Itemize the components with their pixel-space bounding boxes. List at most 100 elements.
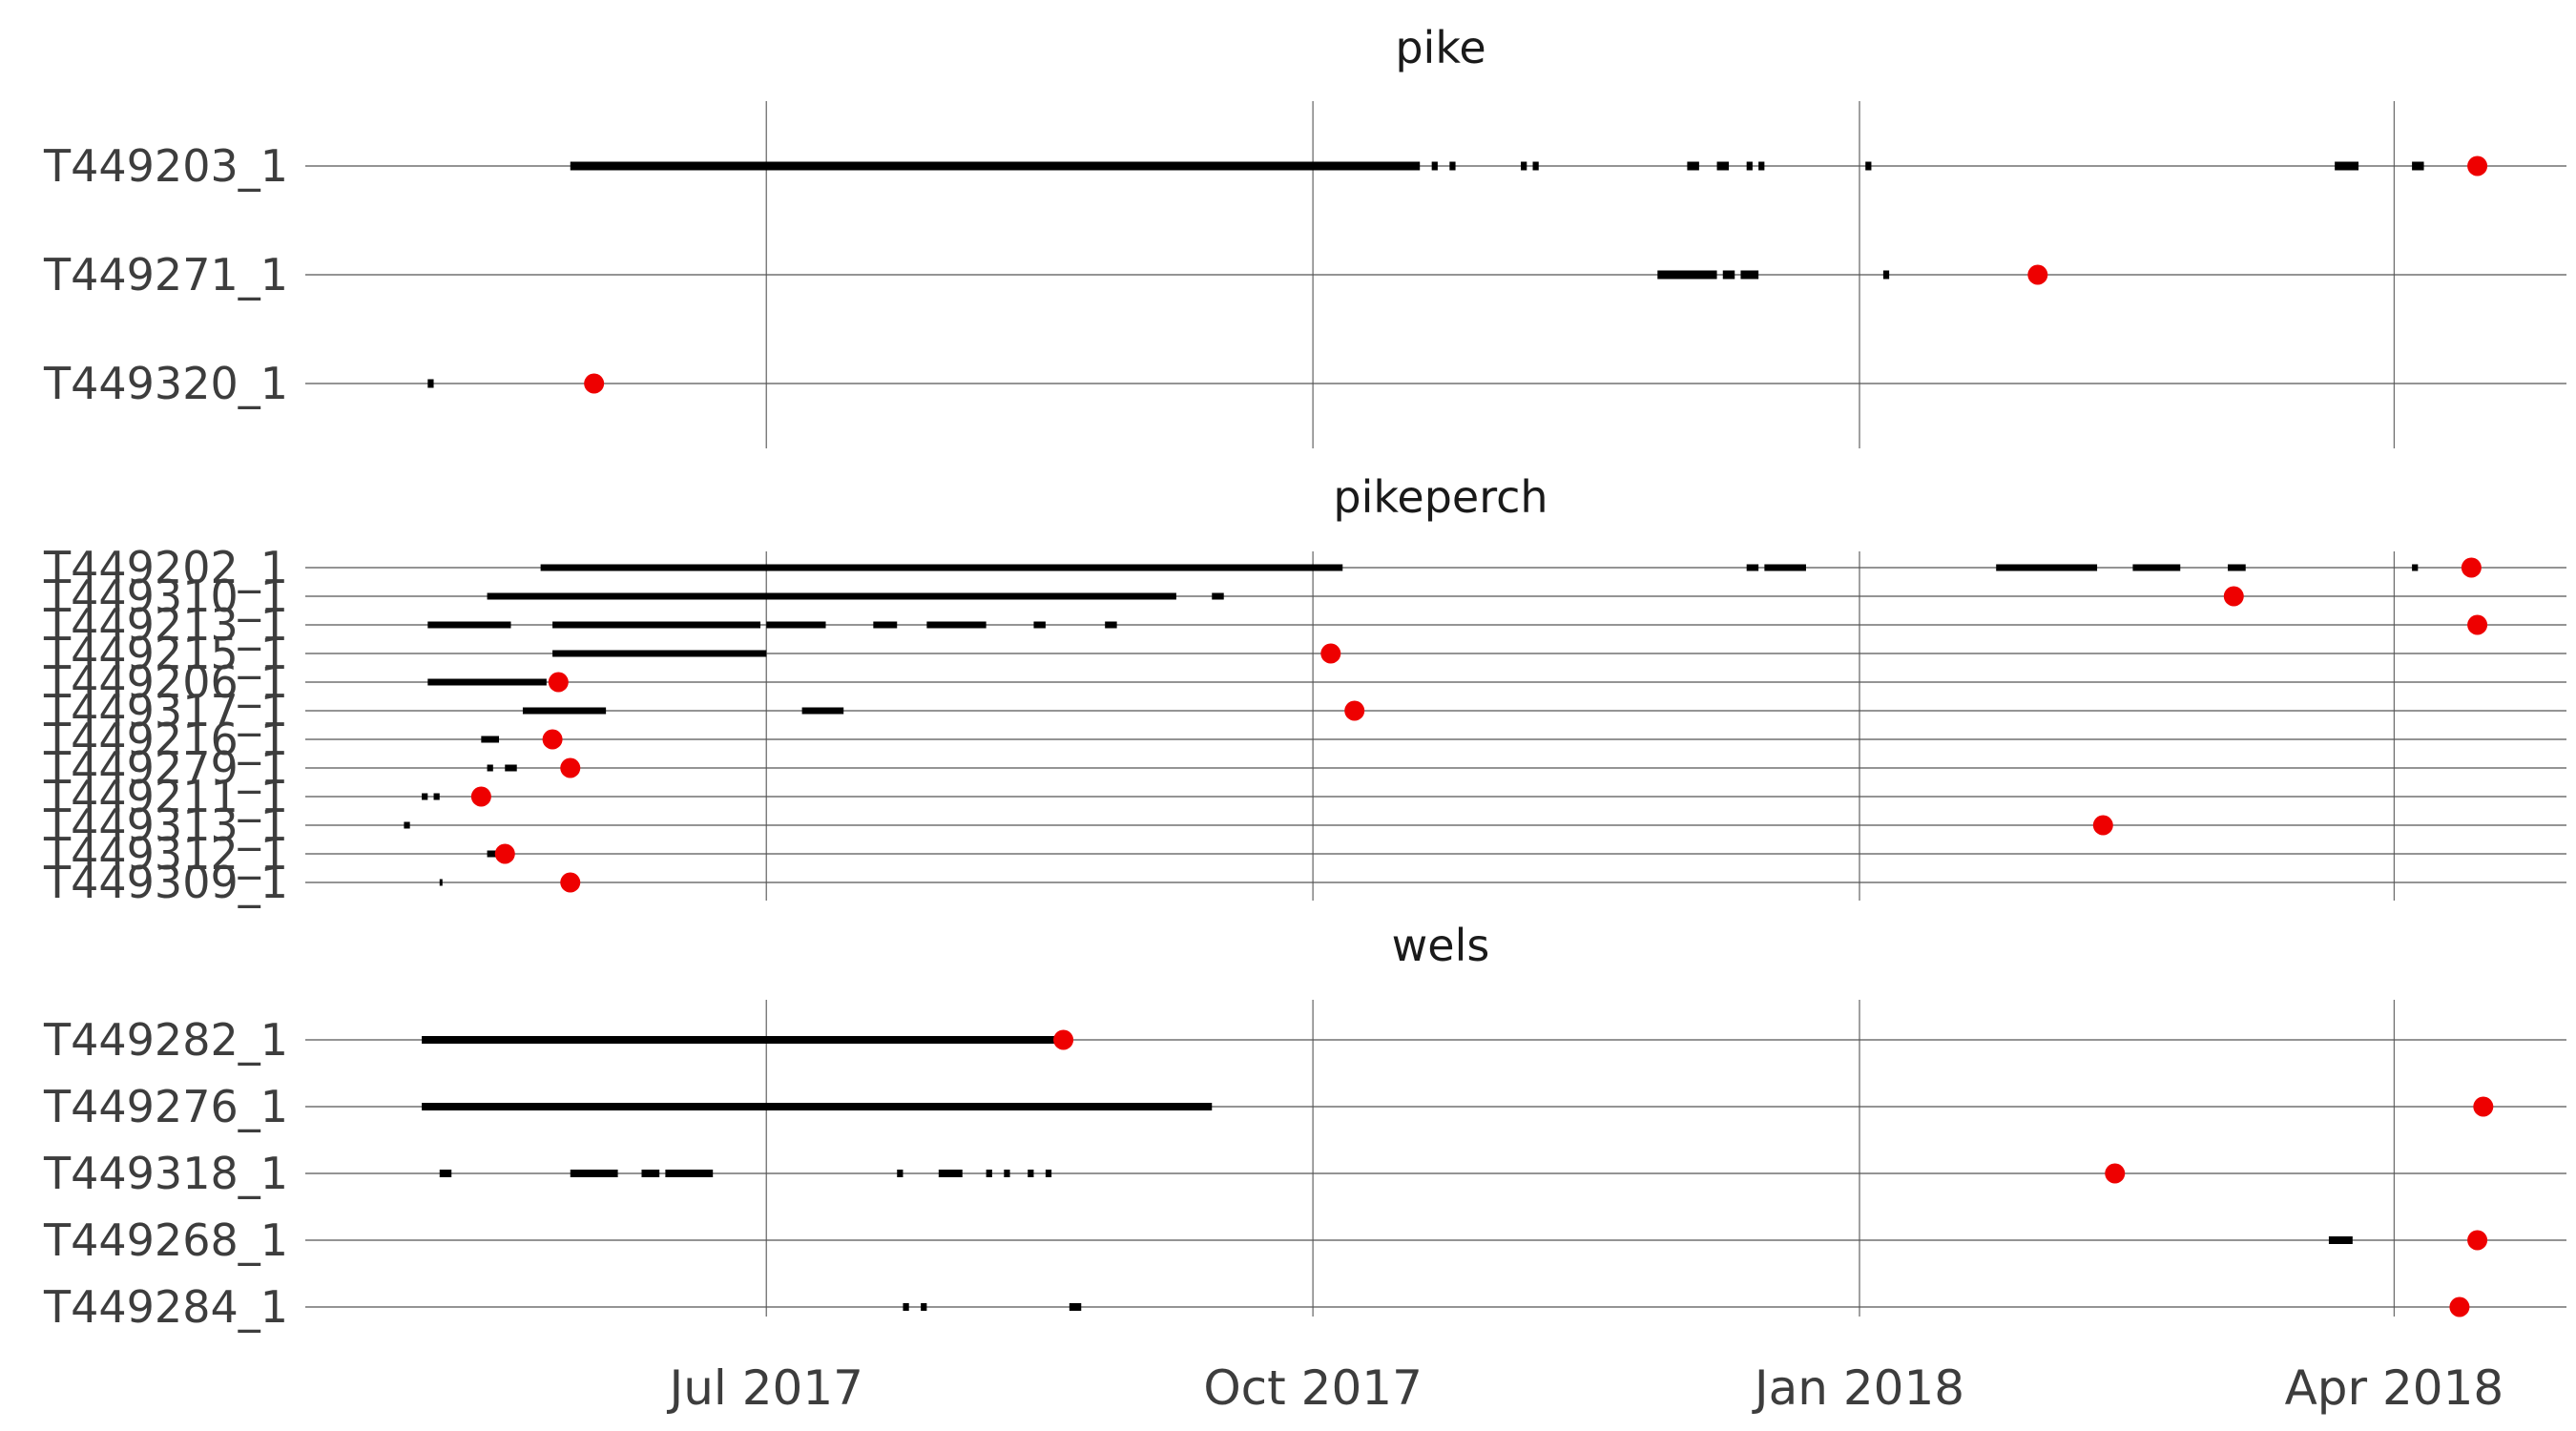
row-label: T449202_1 <box>43 542 288 593</box>
detection-segment <box>487 592 1176 600</box>
detection-segment <box>487 764 493 772</box>
x-tick-label: Jan 2018 <box>1752 1360 1964 1416</box>
detection-segment <box>481 736 500 743</box>
detection-segment <box>1764 564 1806 571</box>
row-label: T449203_1 <box>43 140 288 192</box>
row-label: T449318_1 <box>43 1148 288 1199</box>
detection-segment <box>540 564 1343 571</box>
detection-segment <box>439 879 443 886</box>
detection-segment <box>427 678 547 686</box>
row-label: T449320_1 <box>43 358 288 409</box>
detection-segment <box>404 821 410 829</box>
detection-segment <box>986 1170 992 1177</box>
row-T449216_1: T449216_1 <box>43 714 2566 765</box>
row-label: T449279_1 <box>43 742 288 794</box>
detection-segment <box>2328 1236 2353 1244</box>
detection-segment <box>570 1170 618 1177</box>
row-label: T449312_1 <box>43 828 288 880</box>
row-T449282_1: T449282_1 <box>43 1014 2566 1066</box>
panel-pikeperch: pikeperchT449202_1T449310_1T449213_1T449… <box>43 471 2566 908</box>
end-marker <box>494 843 515 864</box>
detection-segment <box>2228 564 2246 571</box>
row-label: T449309_1 <box>43 857 288 908</box>
row-label: T449211_1 <box>43 771 288 822</box>
row-label: T449310_1 <box>43 570 288 622</box>
detection-segment <box>570 161 1421 171</box>
detection-segment <box>1657 270 1717 280</box>
detection-segment <box>1865 161 1872 171</box>
end-marker <box>560 757 581 778</box>
panel-title: wels <box>1392 920 1490 971</box>
detection-segment <box>1004 1170 1010 1177</box>
detection-segment <box>1758 161 1765 171</box>
row-T449213_1: T449213_1 <box>43 599 2566 651</box>
end-marker <box>2092 815 2113 836</box>
row-label: T449206_1 <box>43 656 288 708</box>
detection-segment <box>422 1103 1213 1110</box>
detection-segment <box>1996 564 2098 571</box>
detection-segment <box>2412 161 2424 171</box>
detection-segment <box>2412 564 2419 571</box>
row-T449203_1: T449203_1 <box>43 140 2566 192</box>
end-marker <box>2467 614 2488 635</box>
detection-segment <box>641 1170 660 1177</box>
end-marker <box>1320 643 1341 664</box>
detection-segment <box>1212 592 1224 600</box>
panel-title: pike <box>1395 22 1485 73</box>
row-T449310_1: T449310_1 <box>43 570 2566 622</box>
end-marker <box>584 373 605 394</box>
end-marker <box>548 672 569 693</box>
detection-segment <box>1716 161 1730 171</box>
detection-segment <box>433 793 440 800</box>
detection-segment <box>522 707 607 715</box>
panel-wels: wels T449282_1 T449276_1 T449318_1 T449268_1… <box>43 920 2566 1333</box>
row-T449206_1: T449206_1 <box>43 656 2566 708</box>
row-label: T449284_1 <box>43 1281 288 1333</box>
detection-segment <box>422 793 428 800</box>
panel-title: pikeperch <box>1333 471 1548 523</box>
row-label: T449215_1 <box>43 628 288 679</box>
row-T449313_1: T449313_1 <box>43 799 2566 851</box>
detection-segment <box>1449 161 1456 171</box>
end-marker <box>2449 1296 2470 1317</box>
detection-segment <box>1033 621 1046 629</box>
end-marker <box>2467 1230 2488 1251</box>
row-label: T449268_1 <box>43 1214 288 1266</box>
row-T449309_1: T449309_1 <box>43 857 2566 908</box>
detection-segment <box>1045 1170 1052 1177</box>
detection-segment <box>897 1170 904 1177</box>
detection-segment <box>1105 621 1117 629</box>
row-T449211_1: T449211_1 <box>43 771 2566 822</box>
detection-segment <box>903 1303 909 1311</box>
panel-pike: pike T449203_1 T449271_1 T449320_1 <box>43 22 2566 448</box>
detection-segment <box>1028 1170 1034 1177</box>
detection-segment <box>427 379 434 388</box>
detection-segment <box>552 621 761 629</box>
end-marker <box>560 872 581 893</box>
row-label: T449317_1 <box>43 685 288 736</box>
end-marker <box>2467 156 2488 176</box>
row-label: T449271_1 <box>43 249 288 301</box>
detection-segment <box>921 1303 927 1311</box>
row-T449279_1: T449279_1 <box>43 742 2566 794</box>
row-T449317_1: T449317_1 <box>43 685 2566 736</box>
detection-segment <box>1740 270 1759 280</box>
detection-segment <box>439 1170 452 1177</box>
detection-segment <box>926 621 987 629</box>
end-marker <box>2223 586 2244 607</box>
row-T449215_1: T449215_1 <box>43 628 2566 679</box>
row-label: T449313_1 <box>43 799 288 851</box>
end-marker <box>2105 1163 2126 1184</box>
detection-segment <box>938 1170 963 1177</box>
row-label: T449216_1 <box>43 714 288 765</box>
detection-segment <box>487 850 500 858</box>
row-T449268_1: T449268_1 <box>43 1214 2566 1266</box>
end-marker <box>2027 264 2048 285</box>
end-marker <box>1344 700 1365 721</box>
end-marker <box>542 729 563 750</box>
detection-segment <box>1746 564 1759 571</box>
detection-segment <box>766 621 826 629</box>
detection-segment <box>1431 161 1438 171</box>
row-T449271_1: T449271_1 <box>43 249 2566 301</box>
detection-segment <box>2335 161 2359 171</box>
